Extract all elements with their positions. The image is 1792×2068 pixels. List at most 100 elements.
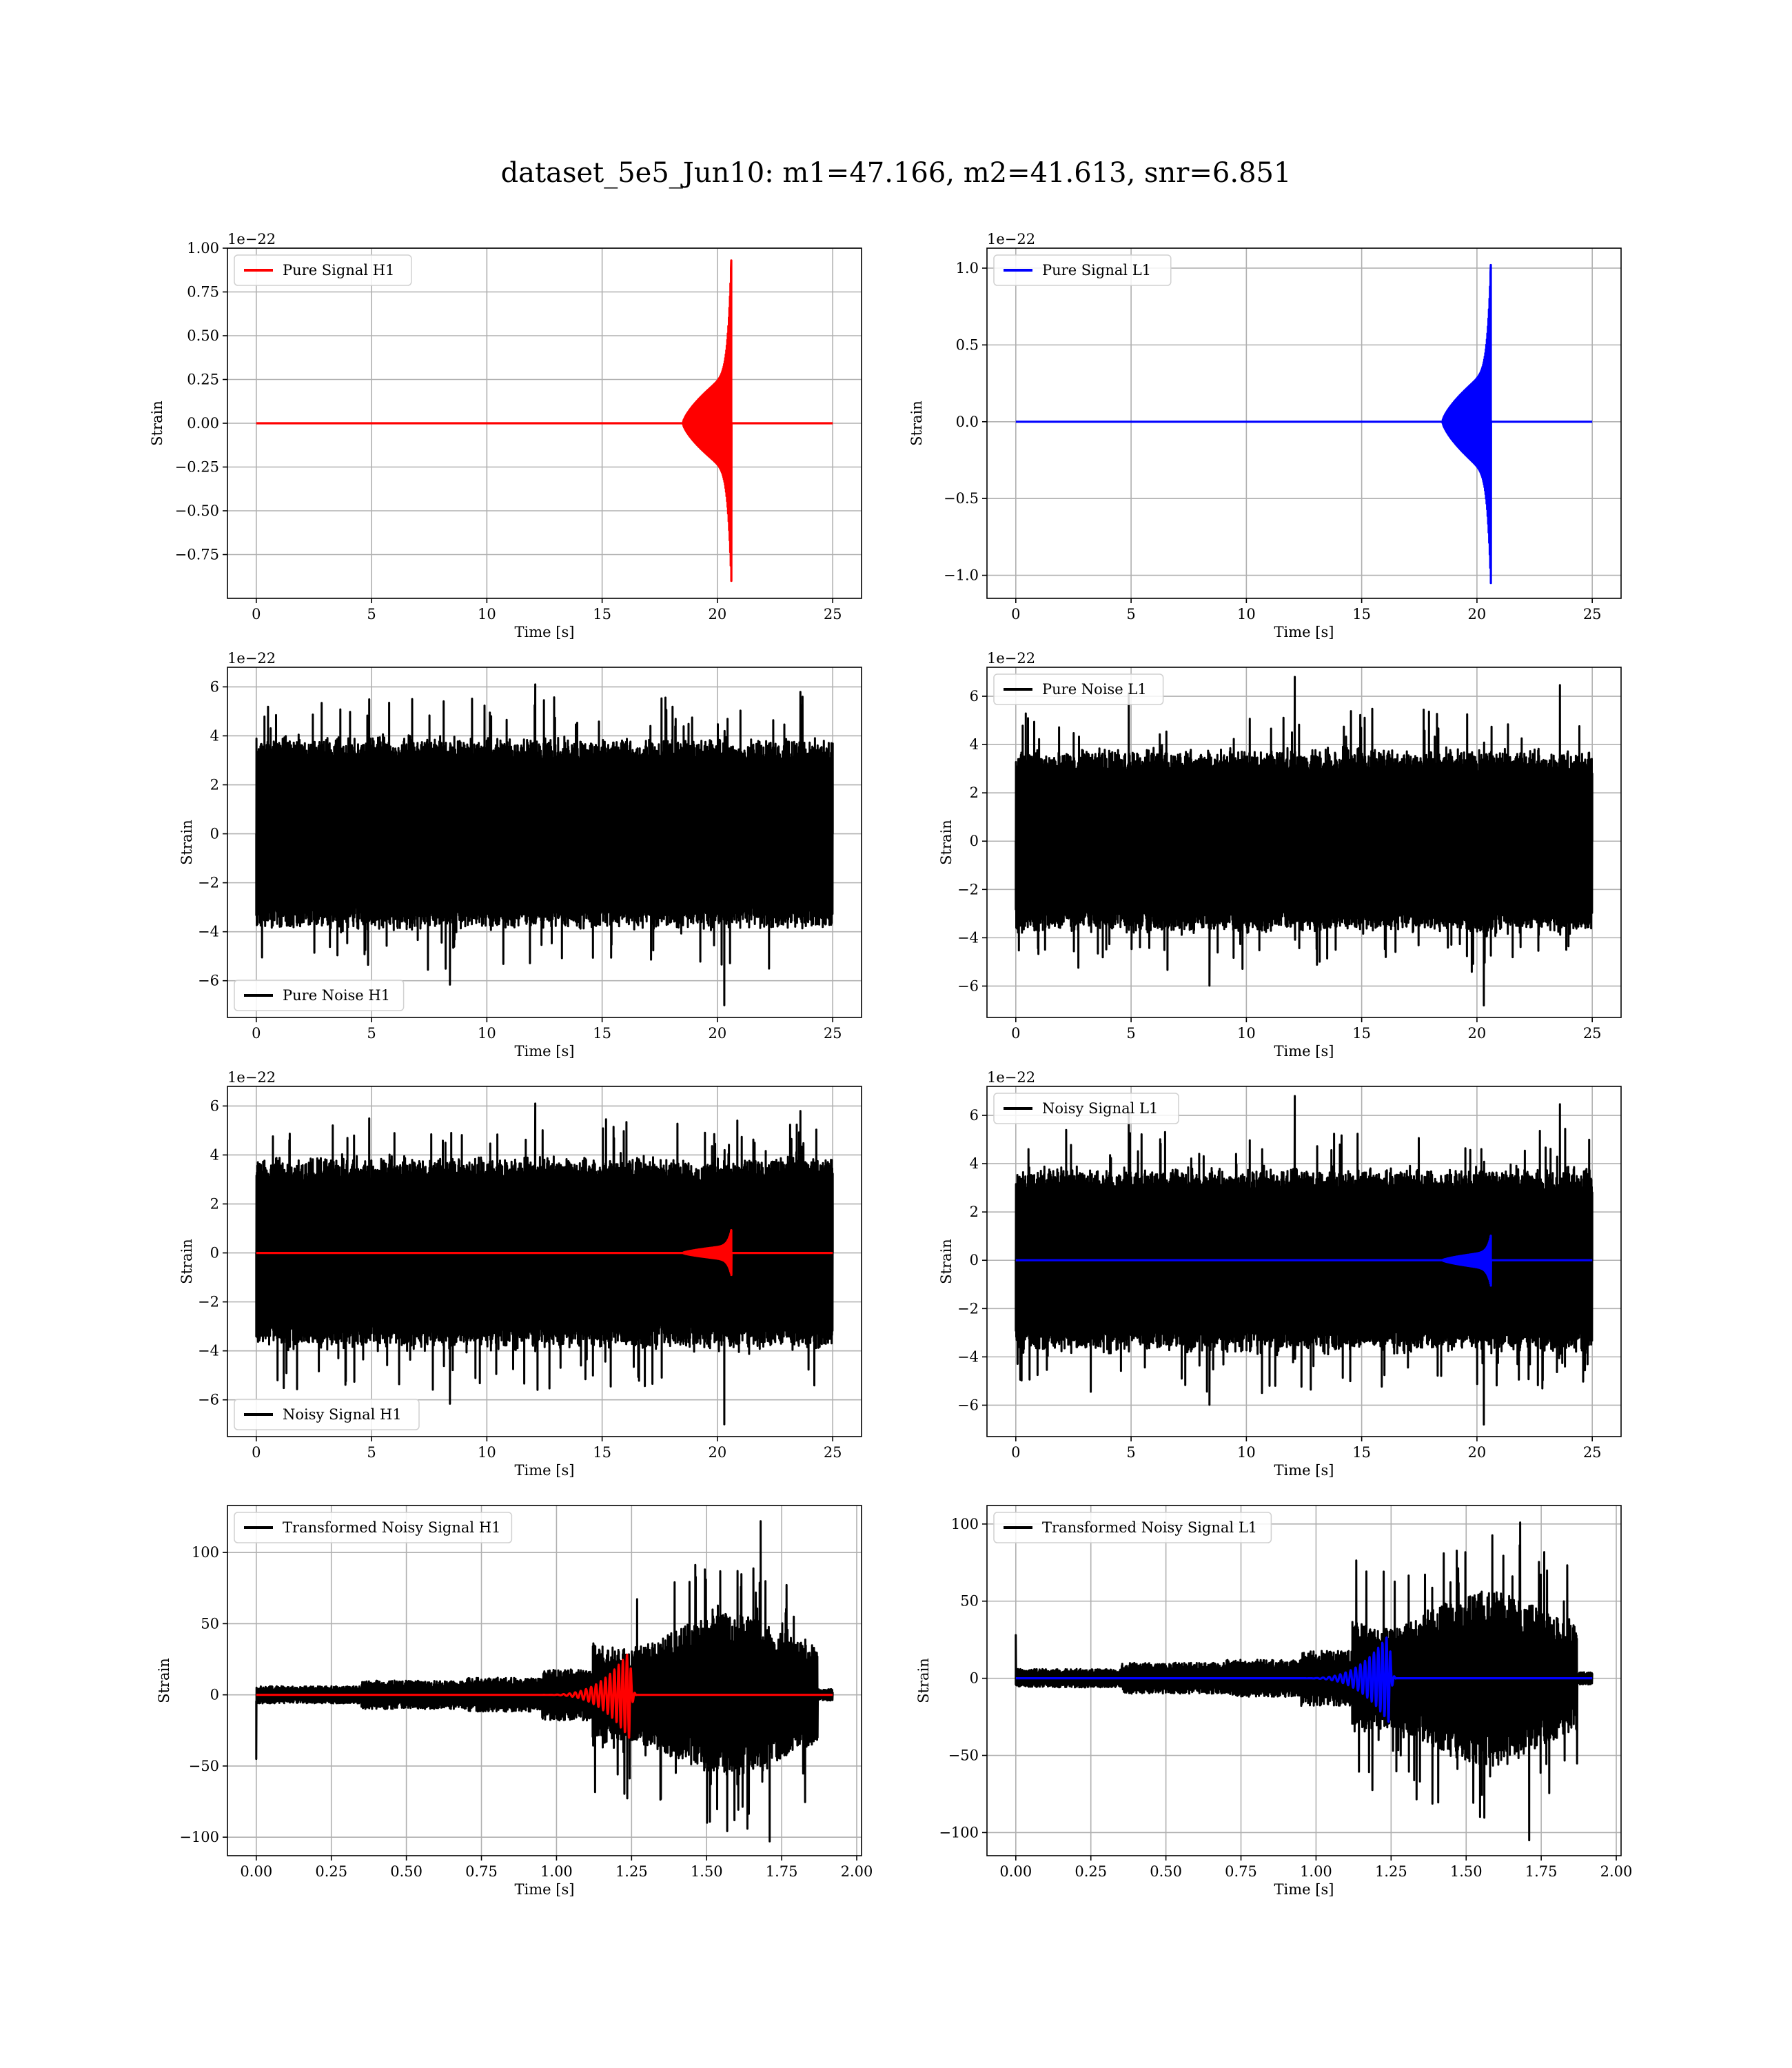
- x-tick-label: 0.75: [465, 1863, 498, 1880]
- series-line-pure-noise-l1: [1015, 676, 1594, 1006]
- x-tick-label: 0: [252, 1025, 261, 1042]
- x-tick-label: 0.50: [390, 1863, 422, 1880]
- subplot-noisy-signal-h1: 0 5 10 15 20 25 −6 −4 −2 0 2 4 6 Time [s] Strain 1e−22 N…: [179, 1069, 862, 1479]
- x-tick-label: 10: [478, 1444, 496, 1461]
- subplot-transformed-noisy-signal-h1: 0.00 0.25 0.50 0.75 1.00 1.25 1.50 1.75 2.00 −100…: [156, 1505, 873, 1898]
- x-tick-label: 15: [1352, 1444, 1371, 1461]
- legend: Pure Signal L1: [993, 254, 1172, 286]
- plot-area: [1015, 1095, 1594, 1426]
- y-tick-label: −2: [957, 1300, 979, 1317]
- x-tick-label: 0: [252, 606, 261, 622]
- series-line-noisy-signal-l1: [1015, 1095, 1594, 1426]
- subplot-pure-signal-h1: 0 5 10 15 20 25 −0.75 −0.50 −0.25 0.00 0.25 0.50 0.7…: [149, 231, 862, 640]
- series-line-signal-overlay: [1015, 1636, 1594, 1723]
- x-tick-label: 15: [593, 1025, 611, 1042]
- plot-area: [255, 1520, 834, 1843]
- legend: Noisy Signal H1: [234, 1399, 420, 1430]
- x-tick-label: 10: [478, 1025, 496, 1042]
- y-tick-label: 4: [210, 1146, 219, 1163]
- x-tick-label: 5: [367, 606, 376, 622]
- y-tick-label: −100: [939, 1824, 979, 1841]
- y-tick-label: −4: [198, 924, 219, 940]
- x-tick-label: 20: [1468, 606, 1487, 622]
- offset-text: 1e−22: [227, 231, 276, 247]
- legend-box: [234, 1512, 513, 1543]
- y-tick-label: 4: [210, 727, 219, 744]
- y-tick-label: 4: [970, 736, 979, 753]
- x-tick-label: 1.50: [1450, 1863, 1483, 1880]
- legend-box: [993, 1512, 1272, 1543]
- x-tick-label: 10: [1237, 1025, 1256, 1042]
- subplot-pure-noise-h1: 0 5 10 15 20 25 −6 −4 −2 0 2 4 6 Time [s] Strain 1e−22 P…: [179, 650, 862, 1060]
- x-tick-label: 5: [1126, 1444, 1135, 1461]
- y-tick-label: −100: [179, 1829, 219, 1845]
- x-tick-label: 10: [1237, 606, 1256, 622]
- legend-box: [234, 254, 412, 286]
- y-tick-label: −0.5: [944, 490, 979, 507]
- legend: Pure Noise L1: [993, 673, 1164, 705]
- y-tick-label: −0.25: [175, 459, 219, 476]
- y-tick-label: 2: [970, 784, 979, 801]
- axes-frame: [986, 667, 1622, 1018]
- y-tick-label: 0.75: [187, 284, 219, 301]
- x-tick-label: 5: [367, 1025, 376, 1042]
- y-tick-label: −1.0: [944, 567, 979, 584]
- plot-area: [255, 259, 834, 582]
- y-tick-label: 6: [210, 678, 219, 695]
- y-tick-label: −50: [189, 1758, 219, 1774]
- x-axis-label: Time [s]: [1274, 1881, 1334, 1898]
- y-axis-label: Strain: [179, 820, 195, 865]
- y-tick-label: 0: [210, 826, 219, 842]
- y-tick-label: 6: [210, 1097, 219, 1114]
- legend-label: Pure Noise H1: [283, 987, 390, 1004]
- y-tick-label: 6: [970, 688, 979, 704]
- x-tick-label: 1.25: [1375, 1863, 1407, 1880]
- legend-box: [993, 1093, 1179, 1124]
- series-line-pure-noise-h1: [255, 683, 834, 1006]
- x-tick-label: 20: [709, 606, 727, 622]
- subplot-pure-noise-l1: 0 5 10 15 20 25 −6 −4 −2 0 2 4 6 Time [s] Strain 1e−22 P…: [938, 650, 1622, 1060]
- y-tick-label: 0.0: [956, 414, 979, 430]
- y-tick-label: 50: [201, 1615, 219, 1632]
- x-axis-label: Time [s]: [515, 1881, 575, 1898]
- legend: Transformed Noisy Signal L1: [993, 1512, 1272, 1543]
- y-tick-label: 100: [192, 1544, 219, 1561]
- x-axis-label: Time [s]: [515, 624, 575, 640]
- plot-area: [1015, 263, 1594, 585]
- x-tick-label: 0.00: [240, 1863, 272, 1880]
- x-tick-label: 20: [709, 1444, 727, 1461]
- x-tick-label: 1.75: [766, 1863, 798, 1880]
- x-tick-label: 1.75: [1525, 1863, 1558, 1880]
- series-line-noisy-signal-h1: [255, 1102, 834, 1426]
- plot-area: [1015, 676, 1594, 1006]
- x-tick-label: 5: [367, 1444, 376, 1461]
- legend: Transformed Noisy Signal H1: [234, 1512, 513, 1543]
- x-tick-label: 15: [593, 606, 611, 622]
- series-line-pure-signal-h1: [255, 259, 834, 582]
- legend-label: Transformed Noisy Signal L1: [1042, 1519, 1257, 1536]
- y-tick-label: 2: [970, 1204, 979, 1220]
- x-tick-label: 25: [1583, 606, 1602, 622]
- axes-frame: [227, 1505, 862, 1856]
- legend-box: [993, 673, 1164, 705]
- offset-text: 1e−22: [227, 650, 276, 667]
- legend-box: [234, 980, 405, 1011]
- axes-frame: [227, 667, 862, 1018]
- y-tick-label: 2: [210, 777, 219, 793]
- x-tick-label: 0.25: [315, 1863, 347, 1880]
- y-axis-label: Strain: [908, 401, 925, 446]
- x-tick-label: 10: [1237, 1444, 1256, 1461]
- y-axis-label: Strain: [179, 1239, 195, 1284]
- axes-frame: [986, 1505, 1622, 1856]
- x-tick-label: 1.50: [691, 1863, 723, 1880]
- x-tick-label: 0.75: [1225, 1863, 1257, 1880]
- y-tick-label: 1.0: [956, 260, 979, 276]
- x-tick-label: 25: [824, 606, 842, 622]
- y-tick-label: −6: [198, 973, 219, 989]
- y-tick-label: 0.5: [956, 336, 979, 353]
- y-axis-label: Strain: [156, 1658, 172, 1703]
- figure-title: dataset_5e5_Jun10: m1=47.166, m2=41.613,…: [500, 157, 1292, 189]
- x-tick-label: 5: [1126, 1025, 1135, 1042]
- y-tick-label: −6: [198, 1392, 219, 1408]
